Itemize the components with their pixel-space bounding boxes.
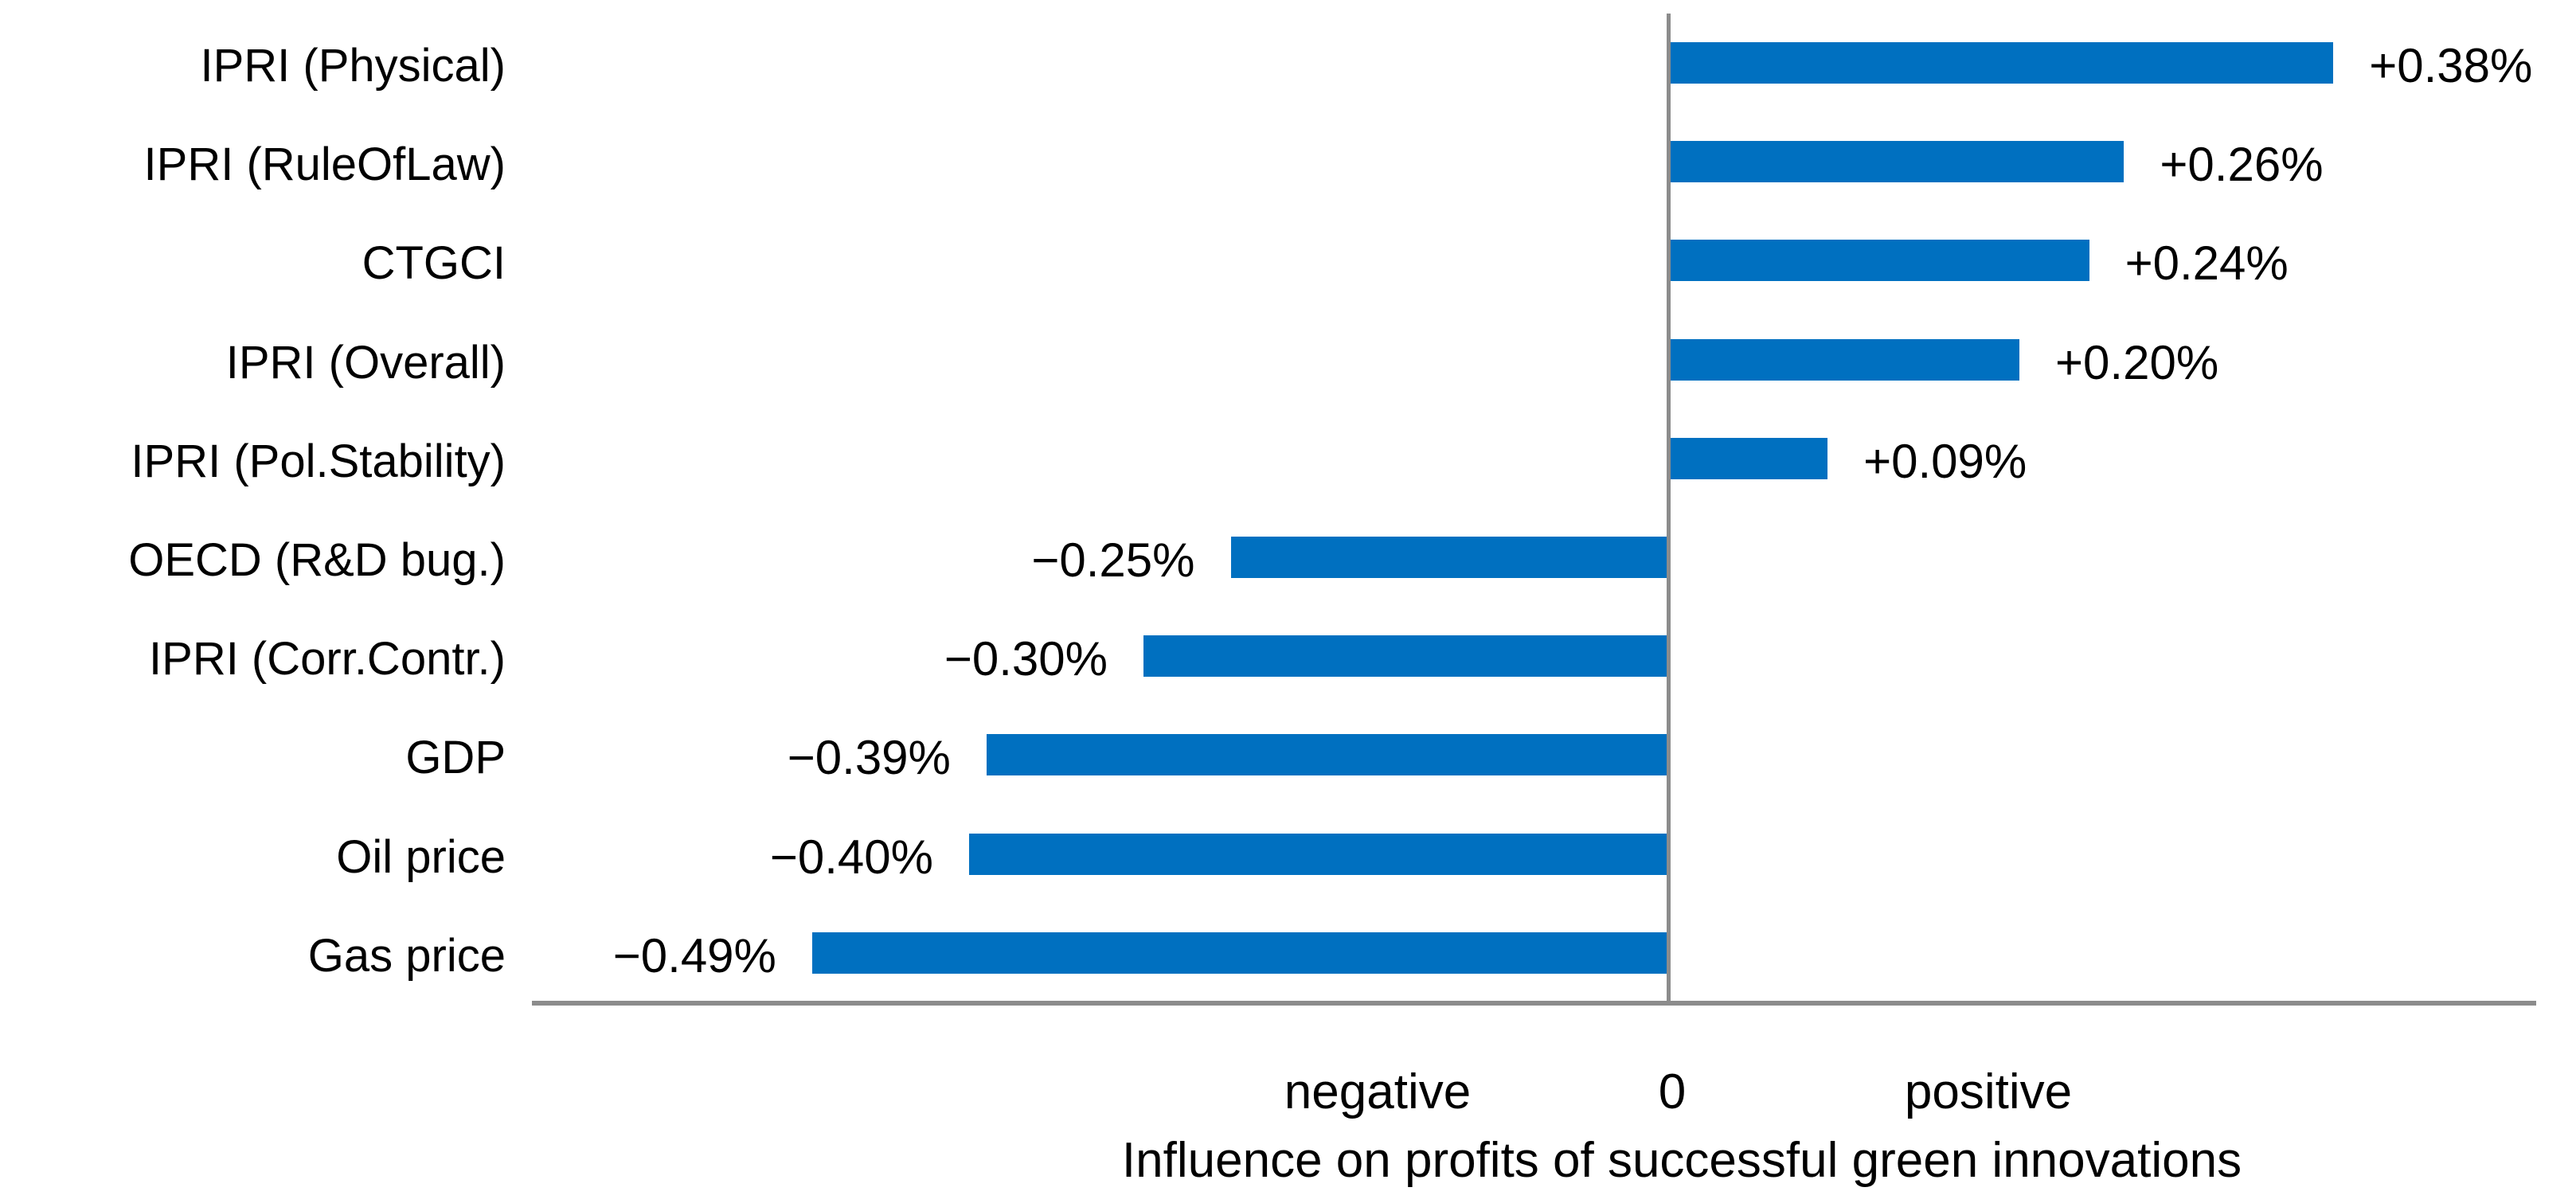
value-label: +0.26% xyxy=(2160,138,2324,192)
zero-axis-line xyxy=(1667,14,1671,1006)
category-label: IPRI (Overall) xyxy=(225,336,506,389)
value-label: −0.25% xyxy=(1031,533,1195,587)
category-label: GDP xyxy=(405,732,506,784)
bar xyxy=(969,833,1667,875)
bar xyxy=(811,932,1667,974)
category-label: OECD (R&D bug.) xyxy=(128,534,506,586)
category-label: IPRI (Physical) xyxy=(200,40,506,92)
bar xyxy=(1671,338,2019,381)
value-label: +0.20% xyxy=(2055,335,2219,389)
value-label: −0.30% xyxy=(944,632,1108,686)
value-label: +0.09% xyxy=(1863,434,2027,488)
x-axis-zone-label: negative xyxy=(1284,1064,1472,1119)
value-label: +0.38% xyxy=(2369,39,2533,92)
category-label: Gas price xyxy=(307,929,506,982)
bar xyxy=(1671,42,2334,84)
x-axis-zone-label: 0 xyxy=(1658,1064,1687,1119)
category-label: IPRI (RuleOfLaw) xyxy=(143,139,506,191)
category-label: IPRI (Corr.Contr.) xyxy=(149,633,506,685)
bar xyxy=(1143,635,1667,678)
category-label: IPRI (Pol.Stability) xyxy=(131,435,506,487)
bar xyxy=(1671,437,1828,479)
bar xyxy=(1671,240,2089,282)
bar xyxy=(1230,537,1667,578)
bar xyxy=(1671,141,2125,183)
value-label: −0.40% xyxy=(769,830,933,884)
category-label: Oil price xyxy=(336,830,506,883)
value-label: −0.39% xyxy=(787,731,951,785)
bar xyxy=(986,734,1667,776)
value-label: −0.49% xyxy=(612,928,776,982)
x-axis-line xyxy=(532,1001,2536,1006)
category-label: CTGCI xyxy=(362,237,506,290)
x-axis-zone-label: positive xyxy=(1904,1064,2073,1119)
x-axis-title: Influence on profits of successful green… xyxy=(1121,1133,2242,1188)
value-label: +0.24% xyxy=(2125,236,2289,291)
